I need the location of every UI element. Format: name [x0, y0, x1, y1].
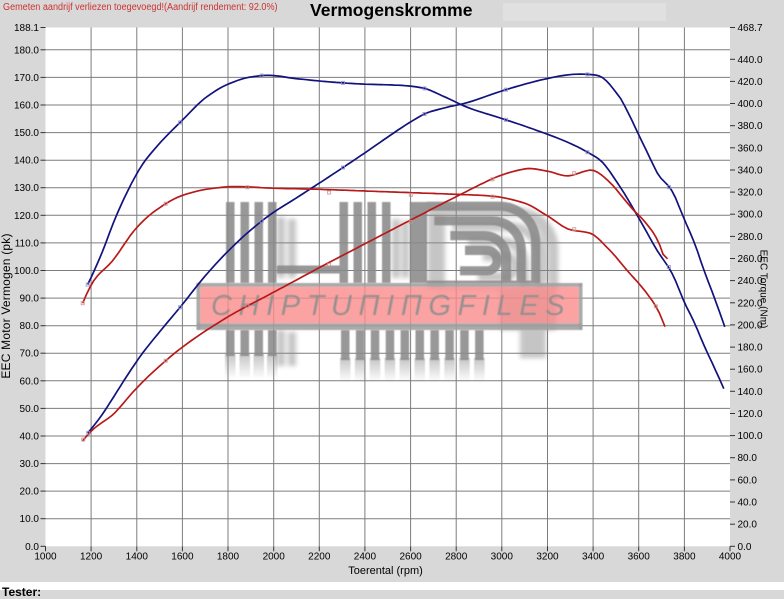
svg-text:80.0: 80.0 — [738, 453, 758, 464]
svg-text:2800: 2800 — [445, 552, 468, 563]
svg-text:360.0: 360.0 — [738, 143, 763, 154]
svg-text:1200: 1200 — [80, 552, 103, 563]
svg-text:180.0: 180.0 — [738, 343, 763, 354]
svg-text:400.0: 400.0 — [738, 99, 763, 110]
svg-text:90.0: 90.0 — [20, 294, 40, 305]
svg-text:60.0: 60.0 — [738, 475, 758, 486]
svg-text:160.0: 160.0 — [14, 101, 39, 112]
svg-text:120.0: 120.0 — [14, 211, 39, 222]
svg-text:3400: 3400 — [582, 552, 605, 563]
svg-text:40.0: 40.0 — [20, 432, 40, 443]
svg-text:200.0: 200.0 — [738, 320, 763, 331]
svg-text:180.0: 180.0 — [14, 45, 39, 56]
svg-text:100.0: 100.0 — [738, 431, 763, 442]
svg-text:100.0: 100.0 — [14, 266, 39, 277]
svg-text:4000: 4000 — [719, 552, 742, 563]
svg-text:2600: 2600 — [399, 552, 422, 563]
svg-text:EEC Motor Vermogen (pk): EEC Motor Vermogen (pk) — [0, 233, 13, 378]
svg-text:20.0: 20.0 — [20, 487, 40, 498]
svg-text:120.0: 120.0 — [738, 409, 763, 420]
svg-text:3800: 3800 — [673, 552, 696, 563]
svg-text:30.0: 30.0 — [20, 459, 40, 470]
svg-text:140.0: 140.0 — [14, 156, 39, 167]
svg-text:440.0: 440.0 — [738, 55, 763, 66]
svg-text:80.0: 80.0 — [20, 321, 40, 332]
svg-text:10.0: 10.0 — [20, 514, 40, 525]
svg-text:70.0: 70.0 — [20, 349, 40, 360]
svg-text:320.0: 320.0 — [738, 188, 763, 199]
svg-text:1000: 1000 — [34, 552, 57, 563]
svg-text:2200: 2200 — [308, 552, 331, 563]
svg-text:110.0: 110.0 — [15, 238, 40, 249]
svg-text:3600: 3600 — [628, 552, 651, 563]
svg-text:CHIPTUΠIΠGFILES: CHIPTUΠIΠGFILES — [211, 290, 571, 322]
svg-text:300.0: 300.0 — [738, 210, 763, 221]
svg-text:170.0: 170.0 — [14, 73, 39, 84]
svg-text:50.0: 50.0 — [20, 404, 40, 415]
svg-text:160.0: 160.0 — [738, 365, 763, 376]
svg-text:130.0: 130.0 — [14, 183, 39, 194]
svg-text:220.0: 220.0 — [738, 298, 763, 309]
svg-text:2400: 2400 — [354, 552, 377, 563]
svg-text:420.0: 420.0 — [738, 77, 763, 88]
svg-text:0.0: 0.0 — [738, 542, 752, 553]
svg-text:Toerental (rpm): Toerental (rpm) — [348, 565, 423, 577]
svg-text:3200: 3200 — [536, 552, 559, 563]
svg-text:140.0: 140.0 — [738, 387, 763, 398]
svg-text:280.0: 280.0 — [738, 232, 763, 243]
svg-text:EEC Torque (Nm): EEC Torque (Nm) — [758, 250, 769, 329]
svg-text:150.0: 150.0 — [14, 128, 39, 139]
svg-text:40.0: 40.0 — [738, 498, 758, 509]
svg-text:1600: 1600 — [171, 552, 194, 563]
svg-text:240.0: 240.0 — [738, 276, 763, 287]
svg-text:260.0: 260.0 — [738, 254, 763, 265]
svg-text:188.1: 188.1 — [14, 23, 39, 34]
svg-text:380.0: 380.0 — [738, 121, 763, 132]
svg-text:3000: 3000 — [491, 552, 514, 563]
svg-text:1800: 1800 — [217, 552, 240, 563]
svg-text:340.0: 340.0 — [738, 166, 763, 177]
svg-text:0.0: 0.0 — [25, 542, 39, 553]
svg-text:60.0: 60.0 — [20, 376, 40, 387]
svg-text:468.7: 468.7 — [738, 23, 763, 34]
svg-text:2000: 2000 — [263, 552, 286, 563]
svg-text:20.0: 20.0 — [738, 520, 758, 531]
svg-text:1400: 1400 — [126, 552, 149, 563]
